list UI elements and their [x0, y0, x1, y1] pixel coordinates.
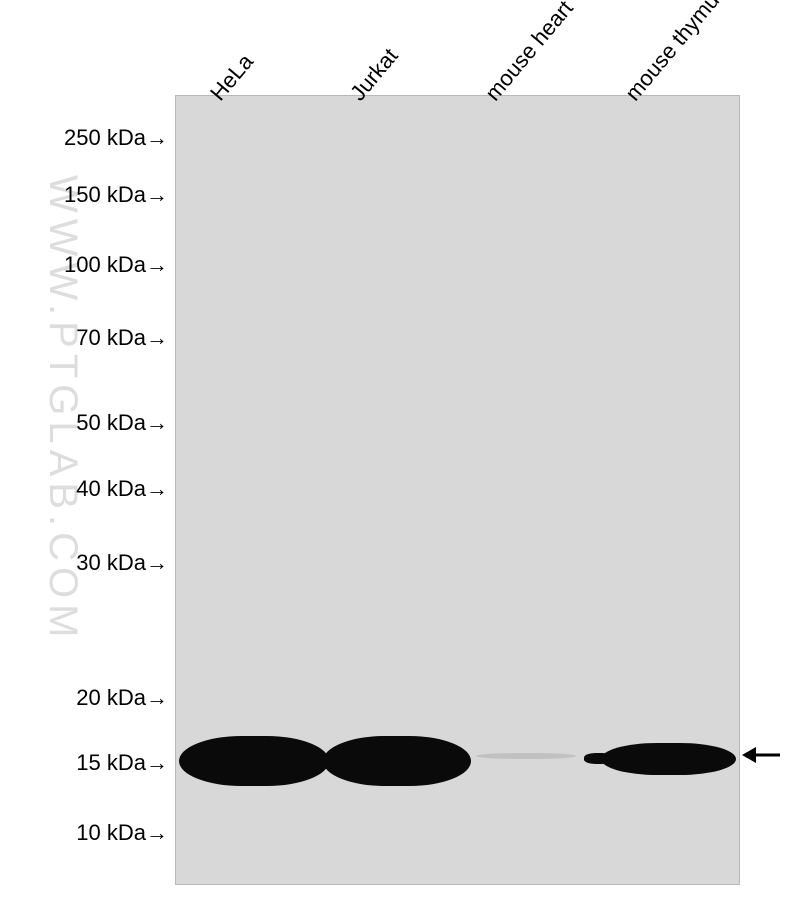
marker-100: 100 kDa→ — [64, 252, 168, 278]
marker-250-text: 250 kDa — [64, 125, 146, 150]
marker-20-text: 20 kDa — [76, 685, 146, 710]
marker-15-text: 15 kDa — [76, 750, 146, 775]
marker-30-text: 30 kDa — [76, 550, 146, 575]
marker-150: 150 kDa→ — [64, 182, 168, 208]
marker-10: 10 kDa→ — [76, 820, 168, 846]
marker-70: 70 kDa→ — [76, 325, 168, 351]
marker-50: 50 kDa→ — [76, 410, 168, 436]
marker-30: 30 kDa→ — [76, 550, 168, 576]
figure-container: WWW.PTGLAB.COM HeLa Jurkat mouse heart m… — [0, 0, 790, 903]
marker-40-text: 40 kDa — [76, 476, 146, 501]
marker-labels: 250 kDa→ 150 kDa→ 100 kDa→ 70 kDa→ 50 kD… — [0, 0, 790, 903]
marker-50-text: 50 kDa — [76, 410, 146, 435]
marker-100-text: 100 kDa — [64, 252, 146, 277]
marker-70-text: 70 kDa — [76, 325, 146, 350]
marker-250: 250 kDa→ — [64, 125, 168, 151]
marker-10-text: 10 kDa — [76, 820, 146, 845]
marker-40: 40 kDa→ — [76, 476, 168, 502]
marker-15: 15 kDa→ — [76, 750, 168, 776]
marker-150-text: 150 kDa — [64, 182, 146, 207]
marker-20: 20 kDa→ — [76, 685, 168, 711]
